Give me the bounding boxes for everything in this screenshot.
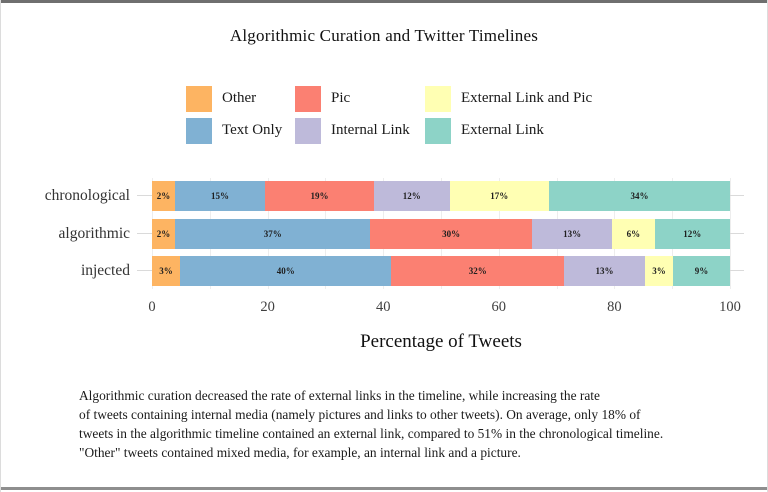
legend-label: External Link and Pic <box>461 90 593 106</box>
frame-border-top <box>0 0 768 3</box>
segment-value-label: 3% <box>652 266 666 276</box>
x-axis-ticks: 0 20 40 60 80 100 <box>148 299 741 317</box>
plot-area: chronological 2% 15% 19% 12% 17% 34% algorithmi… <box>0 176 768 292</box>
legend-item: Text Only <box>186 117 295 144</box>
bar-row-injected: injected 3% 40% 32% 13% 3% 9% <box>0 256 768 286</box>
bar-segment-internal-link: 13% <box>532 219 613 249</box>
legend-item: External Link <box>425 117 592 144</box>
legend-swatch <box>186 85 212 112</box>
caption: Algorithmic curation decreased the rate … <box>79 386 747 462</box>
legend-label: Internal Link <box>331 122 410 138</box>
bar-segment-text-only: 37% <box>175 219 371 249</box>
bar-segment-external-link: 12% <box>654 219 730 249</box>
bar-segment-other: 3% <box>152 256 180 286</box>
legend-swatch <box>425 117 451 144</box>
bar-track: 2% 15% 19% 12% 17% 34% <box>137 181 744 211</box>
bar-segment-other: 2% <box>152 181 176 211</box>
segment-value-label: 3% <box>159 266 173 276</box>
row-label: injected <box>80 262 130 279</box>
bar-stack: 2% 37% 30% 13% 6% 12% <box>152 219 730 249</box>
bar-row-chronological: chronological 2% 15% 19% 12% 17% 34% <box>0 181 768 211</box>
legend-item: Pic <box>295 85 425 112</box>
x-tick-label: 60 <box>491 299 507 315</box>
segment-value-label: 32% <box>468 266 487 276</box>
bar-stack: 3% 40% 32% 13% 3% 9% <box>152 256 730 286</box>
legend-label: Text Only <box>222 122 283 138</box>
legend-swatch <box>295 117 321 144</box>
segment-value-label: 6% <box>626 229 641 239</box>
bar-segment-text-only: 40% <box>180 256 392 286</box>
frame-border-bottom <box>0 487 768 490</box>
bar-segment-text-only: 15% <box>175 181 265 211</box>
bar-track: 3% 40% 32% 13% 3% 9% <box>137 256 744 286</box>
row-label: algorithmic <box>58 225 130 242</box>
segment-value-label: 15% <box>211 191 230 201</box>
segment-value-label: 13% <box>563 229 582 239</box>
legend-item: External Link and Pic <box>425 85 592 112</box>
segment-value-label: 2% <box>156 229 171 239</box>
segment-value-label: 37% <box>263 229 282 239</box>
segment-value-label: 9% <box>694 266 709 276</box>
chart-title: Algorithmic Curation and Twitter Timelin… <box>229 26 539 45</box>
caption-line: tweets in the algorithmic timeline conta… <box>79 426 664 442</box>
bar-segment-external-link: 9% <box>672 256 730 286</box>
x-tick-label: 40 <box>375 299 391 315</box>
segment-value-label: 17% <box>490 191 509 201</box>
frame-border-left <box>0 0 1 492</box>
legend-swatch <box>425 85 451 112</box>
x-tick-label: 0 <box>148 299 156 315</box>
bar-row-algorithmic: algorithmic 2% 37% 30% 13% 6% 12% <box>0 219 768 249</box>
bar-segment-pic: 32% <box>391 256 565 286</box>
bar-segment-external-link-and-pic: 6% <box>612 219 655 249</box>
legend-label: Pic <box>331 90 351 106</box>
legend-item: Other <box>186 85 295 112</box>
bar-segment-pic: 19% <box>264 181 375 211</box>
bar-segment-pic: 30% <box>370 219 533 249</box>
caption-line: "Other" tweets contained mixed media, fo… <box>79 445 521 461</box>
bar-segment-external-link: 34% <box>549 181 730 211</box>
legend-label: External Link <box>461 122 544 138</box>
row-label: chronological <box>44 187 130 204</box>
bar-stack: 2% 15% 19% 12% 17% 34% <box>152 181 730 211</box>
segment-value-label: 12% <box>683 229 702 239</box>
segment-value-label: 34% <box>630 191 649 201</box>
legend-swatch <box>186 117 212 144</box>
legend-item: Internal Link <box>295 117 425 144</box>
bar-segment-external-link-and-pic: 3% <box>644 256 673 286</box>
bar-track: 2% 37% 30% 13% 6% 12% <box>137 219 744 249</box>
x-tick-label: 20 <box>260 299 275 315</box>
x-tick-label: 100 <box>719 299 741 315</box>
segment-value-label: 2% <box>156 191 171 201</box>
segment-value-label: 13% <box>595 266 614 276</box>
bar-segment-other: 2% <box>152 219 176 249</box>
bar-segment-internal-link: 12% <box>374 181 450 211</box>
x-axis-label: Percentage of Tweets <box>360 331 522 352</box>
legend-label: Other <box>222 90 257 106</box>
legend: Other Pic External Link and Pic Text Only In… <box>186 85 592 144</box>
bar-segment-internal-link: 13% <box>564 256 645 286</box>
x-tick-label: 80 <box>607 299 622 315</box>
segment-value-label: 19% <box>310 191 329 201</box>
segment-value-label: 12% <box>402 191 421 201</box>
legend-swatch <box>295 85 321 112</box>
bar-segment-external-link-and-pic: 17% <box>449 181 550 211</box>
caption-line: of tweets containing internal media (nam… <box>79 407 641 423</box>
segment-value-label: 30% <box>442 229 461 239</box>
caption-line: Algorithmic curation decreased the rate … <box>79 388 600 403</box>
segment-value-label: 40% <box>276 266 295 276</box>
